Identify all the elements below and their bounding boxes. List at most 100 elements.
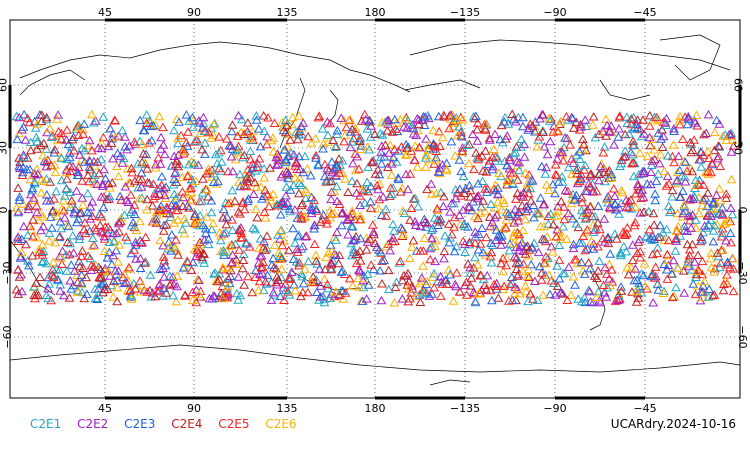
- observation-marker: [377, 256, 387, 265]
- observation-marker: [137, 193, 147, 202]
- observation-marker: [464, 139, 475, 149]
- observation-marker: [144, 138, 154, 147]
- observation-marker: [530, 276, 540, 285]
- observation-marker: [253, 258, 264, 267]
- observation-marker: [601, 269, 612, 278]
- observation-marker: [376, 295, 387, 305]
- observation-marker: [649, 220, 659, 229]
- observation-marker: [504, 163, 515, 173]
- observation-marker: [95, 278, 106, 287]
- observation-marker: [669, 123, 679, 133]
- observation-marker: [658, 288, 669, 297]
- observation-marker: [220, 197, 231, 207]
- observation-marker: [226, 265, 236, 275]
- observation-marker: [679, 199, 689, 209]
- observation-marker: [290, 285, 301, 295]
- observation-marker: [503, 119, 514, 128]
- observation-marker: [411, 130, 422, 139]
- observation-marker: [694, 208, 704, 218]
- observation-marker: [384, 148, 394, 157]
- observation-marker: [673, 263, 684, 272]
- observation-marker: [171, 296, 182, 306]
- observation-marker: [292, 247, 303, 256]
- observation-marker: [455, 112, 466, 122]
- observation-marker: [383, 265, 394, 275]
- observation-marker: [496, 240, 506, 249]
- lon-tick-top: 135: [276, 6, 298, 19]
- observation-marker: [300, 231, 311, 241]
- observation-marker: [685, 215, 695, 225]
- observation-marker: [203, 239, 214, 249]
- observation-marker: [38, 221, 49, 231]
- observation-marker: [689, 116, 700, 125]
- observation-marker: [112, 296, 122, 306]
- observation-marker: [435, 291, 446, 300]
- observation-marker: [556, 196, 567, 206]
- observation-marker: [584, 178, 594, 188]
- lat-tick-right: 60: [731, 78, 745, 92]
- observation-marker: [39, 176, 49, 186]
- observation-marker: [702, 188, 713, 197]
- observation-marker: [345, 142, 356, 152]
- observation-marker: [673, 221, 684, 231]
- observation-marker: [469, 113, 480, 123]
- observation-marker: [690, 215, 701, 224]
- observation-marker: [364, 115, 375, 125]
- observation-marker: [591, 222, 601, 232]
- observation-marker: [435, 271, 446, 281]
- observation-marker: [443, 265, 454, 274]
- lon-tick-top: −90: [543, 6, 567, 19]
- observation-marker: [403, 142, 414, 151]
- observation-marker: [458, 171, 469, 180]
- observation-marker: [59, 290, 69, 300]
- observation-marker: [125, 207, 136, 216]
- observation-marker: [85, 164, 95, 174]
- observation-marker: [565, 140, 575, 149]
- observation-marker: [459, 221, 470, 231]
- observation-marker: [171, 205, 181, 215]
- observation-marker: [541, 258, 551, 268]
- observation-marker: [191, 136, 202, 145]
- observation-marker: [698, 150, 709, 159]
- observation-marker: [285, 274, 295, 283]
- observation-marker: [454, 155, 465, 164]
- observation-marker: [531, 208, 542, 217]
- observation-marker: [393, 146, 404, 155]
- observation-marker: [110, 265, 121, 275]
- legend-item-c2e1: C2E1: [30, 417, 62, 431]
- observation-marker: [715, 262, 725, 272]
- coast-antarctica: [9, 344, 741, 373]
- observation-marker: [385, 140, 396, 149]
- observation-marker: [253, 285, 264, 295]
- observation-marker: [670, 246, 681, 255]
- observation-marker: [326, 259, 337, 269]
- observation-marker: [151, 214, 162, 223]
- observation-marker: [303, 256, 314, 266]
- observation-marker: [376, 147, 386, 157]
- observation-marker: [654, 158, 665, 168]
- observation-marker: [598, 233, 608, 243]
- observation-marker: [369, 129, 380, 138]
- observation-marker: [230, 145, 241, 155]
- observation-marker: [226, 126, 237, 136]
- observation-marker: [525, 289, 536, 298]
- observation-marker: [256, 250, 267, 260]
- observation-marker: [355, 256, 366, 265]
- legend-item-c2e2: C2E2: [77, 417, 109, 431]
- observation-marker: [502, 131, 513, 140]
- observation-marker: [504, 245, 515, 255]
- observation-marker: [156, 132, 166, 142]
- observation-marker: [396, 141, 407, 151]
- observation-marker: [81, 272, 92, 282]
- observation-marker: [718, 285, 729, 295]
- observation-marker: [51, 186, 62, 196]
- observation-marker: [126, 290, 137, 300]
- observation-marker: [284, 290, 295, 299]
- observation-marker: [363, 162, 374, 171]
- observation-marker: [610, 204, 621, 214]
- observation-marker: [391, 124, 401, 133]
- observation-marker: [141, 204, 152, 214]
- observation-marker: [512, 175, 523, 184]
- observation-marker: [253, 124, 264, 133]
- observation-marker: [517, 200, 527, 210]
